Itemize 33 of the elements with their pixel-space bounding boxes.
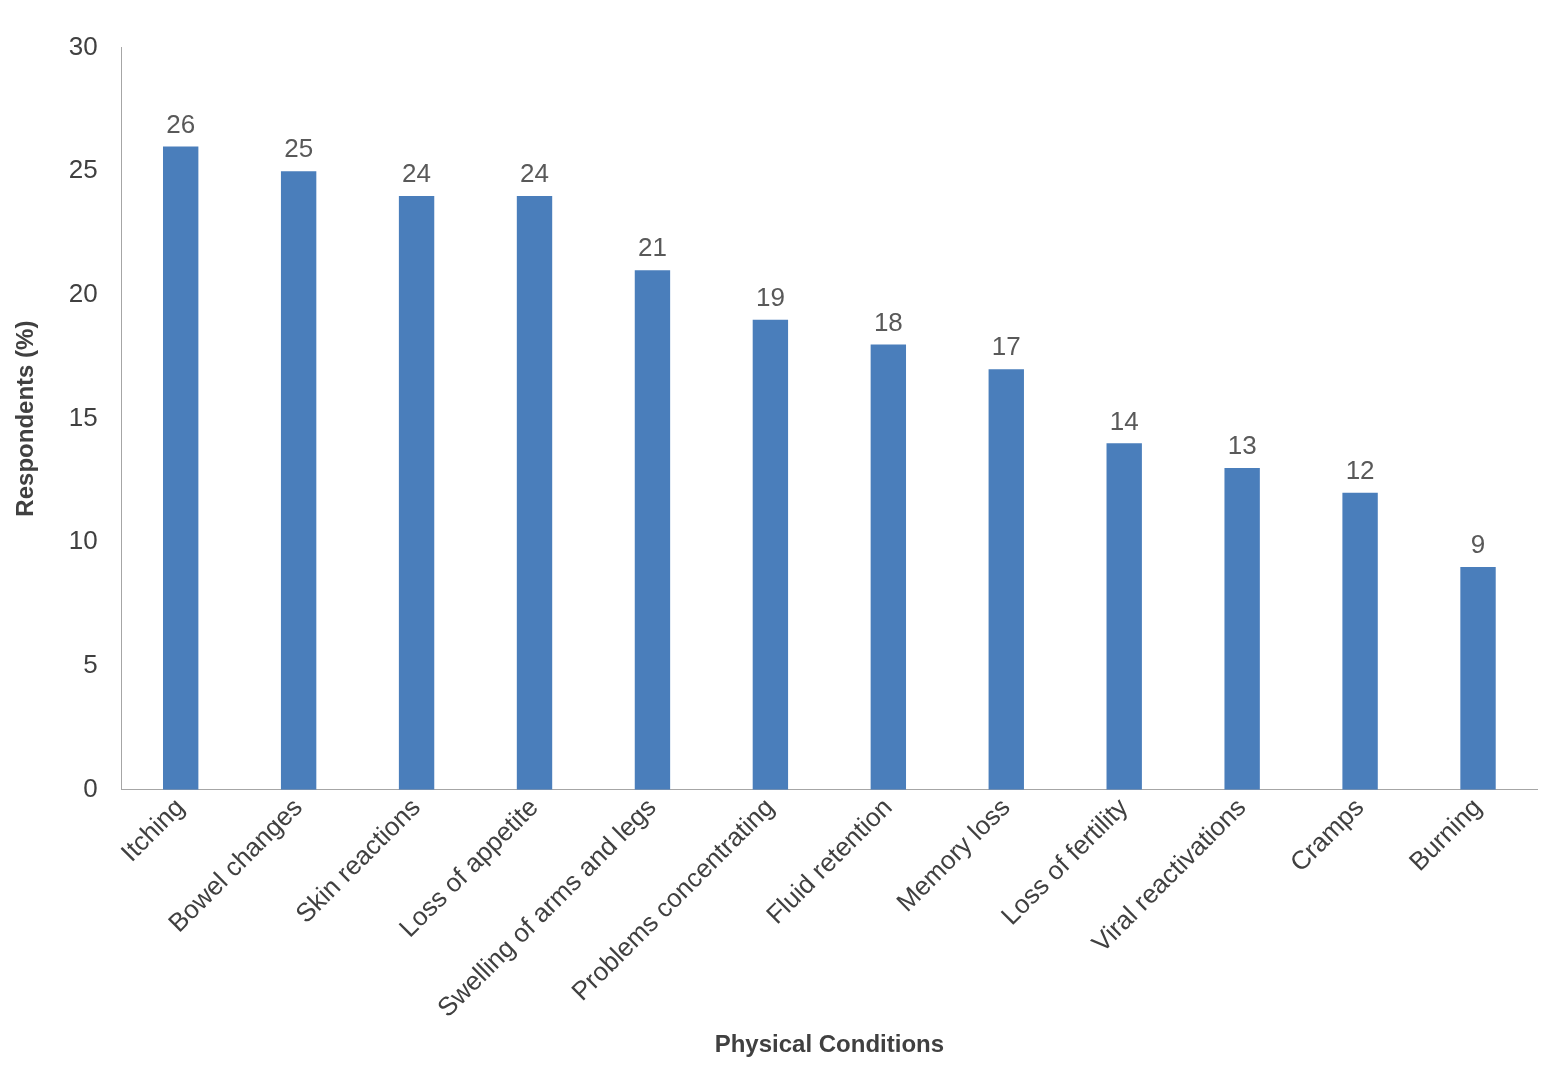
data-label: 18 (873, 306, 903, 337)
y-tick-label: 0 (83, 772, 98, 803)
data-label: 26 (166, 108, 196, 139)
bar (870, 344, 907, 790)
bar (1460, 567, 1496, 790)
bar (1342, 492, 1378, 790)
y-tick-label: 20 (68, 278, 98, 309)
data-label: 25 (284, 133, 314, 164)
bar (1224, 468, 1260, 790)
bar (1106, 443, 1142, 790)
y-tick-label: 25 (68, 154, 98, 185)
bar (516, 196, 553, 790)
y-tick-label: 15 (68, 401, 98, 432)
bar (398, 196, 435, 790)
data-label: 12 (1345, 455, 1375, 485)
bar (752, 319, 789, 790)
data-label: 17 (991, 331, 1021, 362)
data-label: 21 (637, 232, 667, 263)
data-label: 24 (402, 158, 432, 189)
y-axis-title: Respondents (%) (11, 320, 39, 517)
y-tick-label: 30 (68, 30, 98, 61)
x-axis-title: Physical Conditions (714, 1030, 945, 1058)
data-label: 9 (1470, 529, 1486, 560)
data-label: 13 (1227, 430, 1257, 461)
bar (988, 369, 1024, 790)
bar (163, 146, 199, 790)
bar (280, 171, 317, 790)
data-label: 14 (1109, 405, 1139, 436)
data-label: 19 (755, 281, 785, 312)
y-tick-label: 10 (68, 525, 98, 556)
data-label: 24 (520, 158, 549, 189)
y-tick-label: 5 (83, 649, 98, 680)
bar (634, 270, 671, 790)
